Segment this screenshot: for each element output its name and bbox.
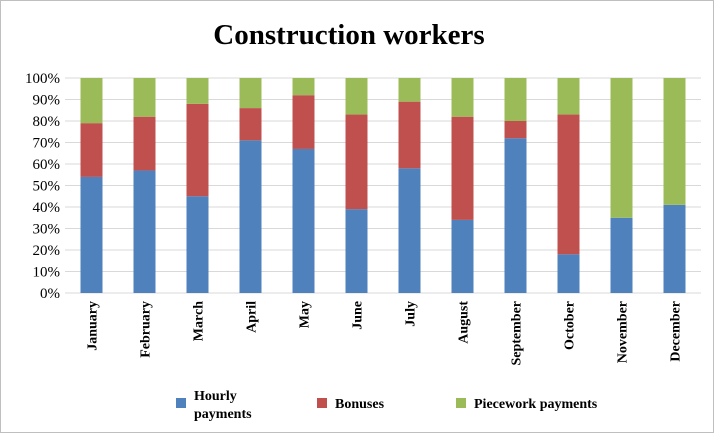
x-tick-label: January (86, 301, 101, 351)
x-axis-category-labels: January February March April May June July Augu… (86, 301, 684, 366)
y-axis-tick-labels: 0% 10% 20% 30% 40% 50% 60% 70% 80% 90% 100% (25, 71, 60, 302)
y-tick-label: 10% (33, 265, 61, 281)
legend-swatch (456, 398, 466, 408)
bar-segment (292, 78, 315, 96)
bar-segment (239, 78, 262, 109)
bar-segment (451, 116, 474, 220)
bar-segment (451, 78, 474, 117)
legend-label: payments (194, 407, 252, 422)
chart-title: Construction workers (213, 19, 484, 51)
legend-label: Piecework payments (474, 397, 598, 412)
x-tick-label: October (563, 301, 578, 350)
bar-segment (80, 176, 103, 293)
bar-segment (186, 103, 209, 197)
bar-segment (345, 209, 368, 293)
bar-segment (239, 140, 262, 293)
bar-segment (504, 121, 527, 139)
x-tick-label: May (298, 301, 313, 328)
x-tick-label: September (510, 301, 525, 366)
bar-segment (398, 78, 421, 102)
bar-segment (557, 254, 580, 293)
bar-segment (398, 168, 421, 293)
y-tick-label: 90% (33, 93, 61, 109)
x-tick-label: June (351, 301, 366, 330)
bar-segment (504, 138, 527, 293)
bar-segment (557, 78, 580, 115)
x-tick-label: February (139, 301, 154, 358)
bar-segment (345, 114, 368, 210)
y-tick-label: 50% (33, 179, 61, 195)
legend: Hourly payments Bonuses Piecework payments (176, 389, 598, 422)
bar-segment (504, 78, 527, 121)
bars (80, 78, 686, 293)
y-tick-label: 20% (33, 243, 61, 259)
bar-segment (80, 123, 103, 177)
y-tick-label: 40% (33, 200, 61, 216)
y-tick-label: 100% (25, 71, 60, 87)
legend-swatch (176, 398, 186, 408)
x-tick-label: July (404, 301, 419, 327)
bar-segment (451, 219, 474, 293)
bar-segment (186, 196, 209, 293)
y-tick-label: 80% (33, 114, 61, 130)
bar-segment (663, 204, 686, 293)
x-tick-label: December (669, 301, 684, 362)
y-tick-label: 30% (33, 222, 61, 238)
bar-segment (557, 114, 580, 255)
bar-segment (133, 78, 156, 117)
x-tick-label: March (192, 301, 207, 341)
bar-segment (133, 170, 156, 293)
legend-label: Hourly (194, 389, 237, 404)
bar-segment (398, 101, 421, 169)
x-tick-label: April (245, 301, 260, 333)
legend-label: Bonuses (335, 397, 385, 412)
bar-segment (186, 78, 209, 104)
bar-segment (80, 78, 103, 124)
legend-swatch (317, 398, 327, 408)
gridlines (65, 77, 701, 294)
y-tick-label: 60% (33, 157, 61, 173)
x-tick-label: August (457, 301, 472, 344)
bar-segment (292, 148, 315, 293)
bar-segment (239, 108, 262, 141)
x-tick-label: November (616, 301, 631, 363)
bar-segment (133, 116, 156, 171)
bar-segment (610, 78, 633, 218)
y-tick-label: 0% (40, 286, 60, 302)
y-tick-label: 70% (33, 136, 61, 152)
bar-segment (610, 217, 633, 293)
bar-segment (292, 95, 315, 149)
bar-segment (345, 78, 368, 115)
bar-segment (663, 78, 686, 205)
